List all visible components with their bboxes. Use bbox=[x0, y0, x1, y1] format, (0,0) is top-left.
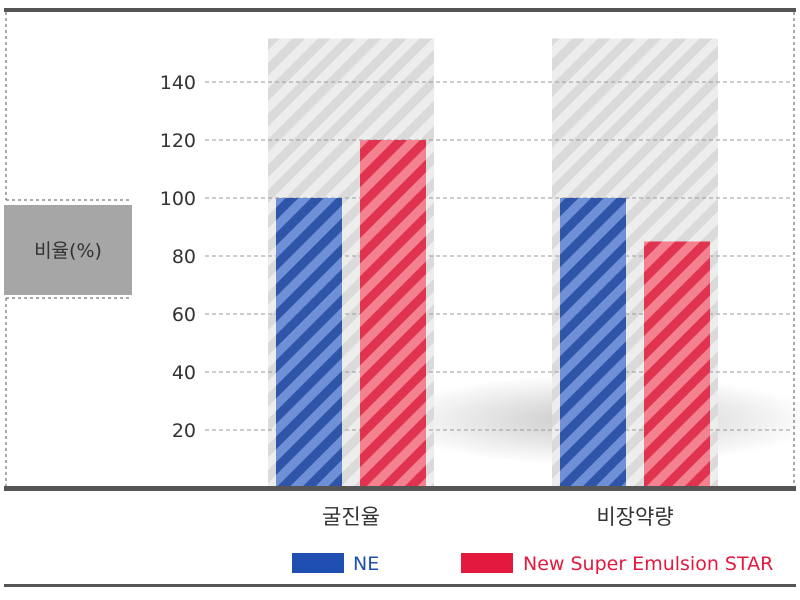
legend-label: New Super Emulsion STAR bbox=[523, 553, 773, 575]
y-tick-label: 120 bbox=[160, 130, 196, 152]
category-label: 굴진율 bbox=[322, 505, 380, 529]
top-border bbox=[4, 8, 796, 12]
bar bbox=[560, 198, 626, 488]
y-axis-label: 비율(%) bbox=[34, 240, 102, 262]
category-labels: 굴진율 비장약량 bbox=[322, 505, 674, 529]
bar bbox=[360, 140, 426, 488]
bottom-border bbox=[4, 584, 796, 587]
y-tick-label: 20 bbox=[172, 420, 196, 442]
y-tick-label: 60 bbox=[172, 304, 196, 326]
legend-swatch bbox=[292, 553, 344, 573]
legend-swatch bbox=[461, 553, 513, 573]
y-tick-label: 40 bbox=[172, 362, 196, 384]
y-tick-label: 100 bbox=[160, 188, 196, 210]
y-tick-label: 140 bbox=[160, 72, 196, 94]
x-axis-baseline bbox=[4, 486, 796, 491]
legend: NE New Super Emulsion STAR bbox=[292, 553, 773, 575]
bar bbox=[276, 198, 342, 488]
bars bbox=[276, 140, 710, 488]
bar bbox=[644, 241, 710, 488]
y-tick-label: 80 bbox=[172, 246, 196, 268]
category-label: 비장약량 bbox=[596, 505, 673, 529]
ylabel-box bbox=[4, 205, 132, 295]
legend-label: NE bbox=[353, 553, 379, 575]
y-tick-labels: 20 40 60 80 100 120 140 bbox=[160, 72, 196, 442]
